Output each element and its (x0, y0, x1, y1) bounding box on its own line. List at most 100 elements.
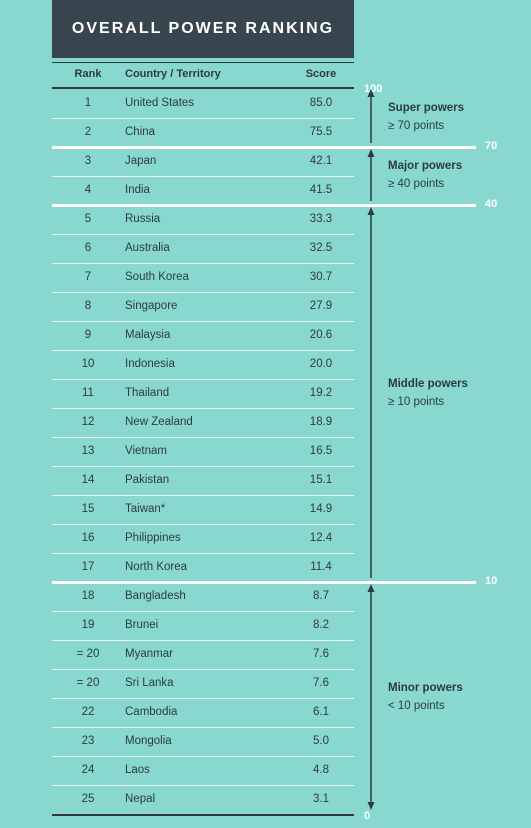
chart-title: OVERALL POWER RANKING (52, 0, 354, 58)
table-row: 25 Nepal 3.1 (52, 785, 354, 814)
country-cell: China (125, 126, 156, 138)
rank-cell: 8 (84, 300, 92, 312)
score-cell: 85.0 (309, 97, 333, 109)
country-cell: Brunei (125, 619, 159, 631)
score-cell: 7.6 (313, 677, 329, 689)
category-arrow-head-up (367, 207, 375, 215)
header-country: Country / Territory (125, 68, 221, 80)
category-desc: ≥ 40 points (388, 178, 445, 190)
row-separator (52, 234, 354, 235)
row-separator (52, 321, 354, 322)
rank-cell: 18 (81, 590, 95, 602)
axis-top-label: 100 (364, 83, 383, 95)
score-cell: 12.4 (309, 532, 333, 544)
rank-cell: 2 (84, 126, 92, 138)
country-cell: South Korea (125, 271, 189, 283)
country-cell: Philippines (125, 532, 181, 544)
row-separator (52, 756, 354, 757)
table-row: 9 Malaysia 20.6 (52, 321, 354, 350)
score-cell: 33.3 (309, 213, 333, 225)
score-cell: 41.5 (309, 184, 333, 196)
table-row: 16 Philippines 12.4 (52, 524, 354, 553)
rank-cell: 22 (81, 706, 95, 718)
country-cell: Bangladesh (125, 590, 186, 602)
score-cell: 42.1 (309, 155, 333, 167)
country-cell: Laos (125, 764, 150, 776)
score-cell: 3.1 (313, 793, 329, 805)
score-cell: 11.4 (310, 561, 332, 573)
country-cell: Indonesia (125, 358, 175, 370)
country-cell: Malaysia (125, 329, 171, 341)
category-arrow-head-down (367, 802, 375, 810)
table-row: 10 Indonesia 20.0 (52, 350, 354, 379)
table-row: 3 Japan 42.1 (52, 147, 354, 176)
row-separator (52, 785, 354, 786)
score-cell: 7.6 (313, 648, 329, 660)
rank-cell: 4 (84, 184, 92, 196)
row-separator (52, 379, 354, 380)
rank-cell: 13 (81, 445, 95, 457)
row-separator (52, 292, 354, 293)
threshold-line (52, 146, 476, 149)
score-cell: 32.5 (309, 242, 333, 254)
score-cell: 4.8 (313, 764, 329, 776)
axis-bottom-label: 0 (364, 810, 371, 822)
header-rank: Rank (74, 68, 102, 80)
table-row: 24 Laos 4.8 (52, 756, 354, 785)
category-arrow-head-up (367, 149, 375, 157)
score-cell: 5.0 (313, 735, 329, 747)
rank-cell: 5 (84, 213, 92, 225)
score-cell: 27.9 (309, 300, 333, 312)
header-score: Score (305, 68, 337, 80)
threshold-label: 70 (485, 140, 498, 152)
category-desc: < 10 points (388, 700, 445, 712)
table-row: 13 Vietnam 16.5 (52, 437, 354, 466)
rank-cell: 6 (84, 242, 92, 254)
table-row: 7 South Korea 30.7 (52, 263, 354, 292)
row-separator (52, 640, 354, 641)
table-row: 18 Bangladesh 8.7 (52, 582, 354, 611)
country-cell: Singapore (125, 300, 178, 312)
category-name: Super powers (388, 102, 465, 114)
category-desc: ≥ 70 points (388, 120, 445, 132)
country-cell: Myanmar (125, 648, 173, 660)
score-cell: 20.6 (309, 329, 333, 341)
category-name: Middle powers (388, 377, 468, 390)
country-cell: New Zealand (125, 416, 193, 428)
score-cell: 8.2 (313, 619, 329, 631)
score-cell: 75.5 (309, 126, 333, 138)
category-name: Minor powers (388, 682, 463, 694)
rank-cell: = 20 (76, 648, 100, 660)
rank-cell: 9 (84, 329, 92, 341)
row-separator (52, 669, 354, 670)
threshold-label: 40 (485, 198, 498, 210)
table-row: 4 India 41.5 (52, 176, 354, 205)
score-cell: 16.5 (309, 445, 333, 457)
score-cell: 14.9 (309, 503, 333, 515)
rank-cell: 16 (81, 532, 95, 544)
table-row: 2 China 75.5 (52, 118, 354, 147)
row-separator (52, 466, 354, 467)
score-cell: 8.7 (313, 590, 329, 602)
table-row: 11 Thailand 19.2 (52, 379, 354, 408)
category-name: Major powers (388, 160, 463, 172)
table-row: 17 North Korea 11.4 (52, 553, 354, 582)
country-cell: Australia (125, 242, 170, 254)
row-separator (52, 698, 354, 699)
rank-cell: 3 (84, 155, 92, 167)
row-separator (52, 524, 354, 525)
rank-cell: 15 (81, 503, 95, 515)
country-cell: United States (125, 97, 195, 109)
country-cell: Sri Lanka (125, 677, 174, 689)
score-cell: 30.7 (309, 271, 333, 283)
table-row: 22 Cambodia 6.1 (52, 698, 354, 727)
row-separator (52, 437, 354, 438)
rank-cell: 23 (81, 735, 95, 747)
country-cell: Vietnam (125, 445, 167, 457)
table-row: 14 Pakistan 15.1 (52, 466, 354, 495)
country-cell: North Korea (125, 561, 188, 573)
country-cell: Japan (125, 155, 157, 167)
country-cell: Pakistan (125, 474, 170, 486)
table-row: 19 Brunei 8.2 (52, 611, 354, 640)
rank-cell: 25 (81, 793, 95, 805)
